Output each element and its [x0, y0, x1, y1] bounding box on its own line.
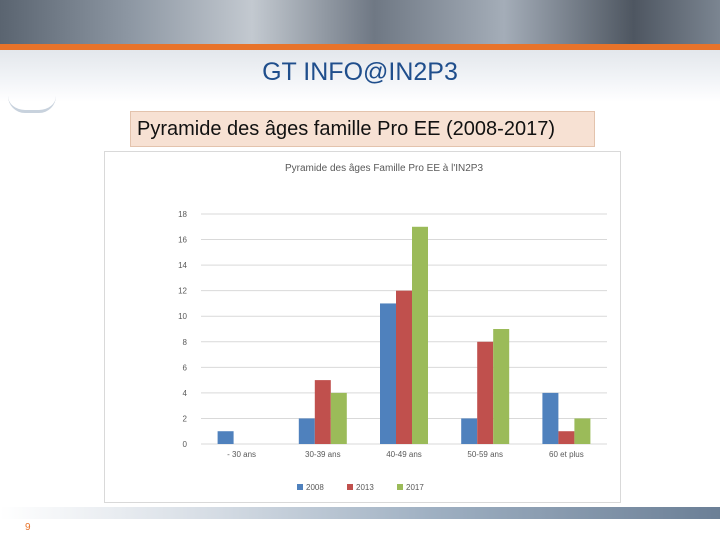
- chart-title: Pyramide des âges Famille Pro EE à l'IN2…: [285, 163, 484, 174]
- legend-label-2013: 2013: [356, 483, 374, 492]
- y-tick-label: 0: [183, 440, 188, 449]
- y-tick-label: 16: [178, 236, 187, 245]
- chart-container: Pyramide des âges Famille Pro EE à l'IN2…: [104, 151, 621, 503]
- slide-subtitle: Pyramide des âges famille Pro EE (2008-2…: [130, 111, 595, 147]
- x-tick-label: - 30 ans: [227, 450, 256, 459]
- bar-2008-50-59-ans: [461, 418, 478, 444]
- bar-2013-50-59-ans: [477, 341, 494, 444]
- y-tick-label: 4: [183, 389, 188, 398]
- legend-swatch-2008: [297, 484, 303, 490]
- bar-2013-30-39-ans: [314, 380, 331, 444]
- y-tick-label: 18: [178, 210, 187, 219]
- title-band: [0, 50, 720, 102]
- legend-swatch-2017: [397, 484, 403, 490]
- x-tick-label: 60 et plus: [549, 450, 584, 459]
- swoosh-decoration: [8, 96, 56, 113]
- bar-2013-40-49-ans: [396, 290, 412, 444]
- footer-band: [0, 507, 720, 519]
- y-tick-label: 2: [183, 414, 188, 423]
- bar-2008-30-ans: [217, 431, 234, 444]
- bar-2017-50-59-ans: [493, 329, 510, 444]
- y-tick-label: 8: [183, 338, 188, 347]
- x-tick-label: 40-49 ans: [386, 450, 422, 459]
- bar-2008-60-et-plus: [542, 392, 559, 444]
- legend-label-2008: 2008: [306, 483, 324, 492]
- bar-2017-40-49-ans: [412, 226, 428, 444]
- y-tick-label: 14: [178, 261, 187, 270]
- page-number: 9: [25, 522, 31, 533]
- header-accent-stripe: [0, 44, 720, 50]
- y-tick-label: 10: [178, 312, 187, 321]
- bar-chart: Pyramide des âges Famille Pro EE à l'IN2…: [178, 163, 607, 492]
- slide-title: GT INFO@IN2P3: [262, 58, 458, 86]
- x-tick-label: 50-59 ans: [467, 450, 503, 459]
- y-tick-label: 6: [183, 363, 188, 372]
- header-banner-image: [0, 0, 720, 44]
- bar-2008-40-49-ans: [380, 303, 396, 444]
- x-tick-label: 30-39 ans: [305, 450, 341, 459]
- bar-2017-30-39-ans: [330, 392, 347, 444]
- legend-swatch-2013: [347, 484, 353, 490]
- bar-2013-60-et-plus: [558, 431, 575, 444]
- bar-2017-60-et-plus: [574, 418, 591, 444]
- y-tick-label: 12: [178, 287, 187, 296]
- legend-label-2017: 2017: [406, 483, 424, 492]
- bar-2008-30-39-ans: [298, 418, 315, 444]
